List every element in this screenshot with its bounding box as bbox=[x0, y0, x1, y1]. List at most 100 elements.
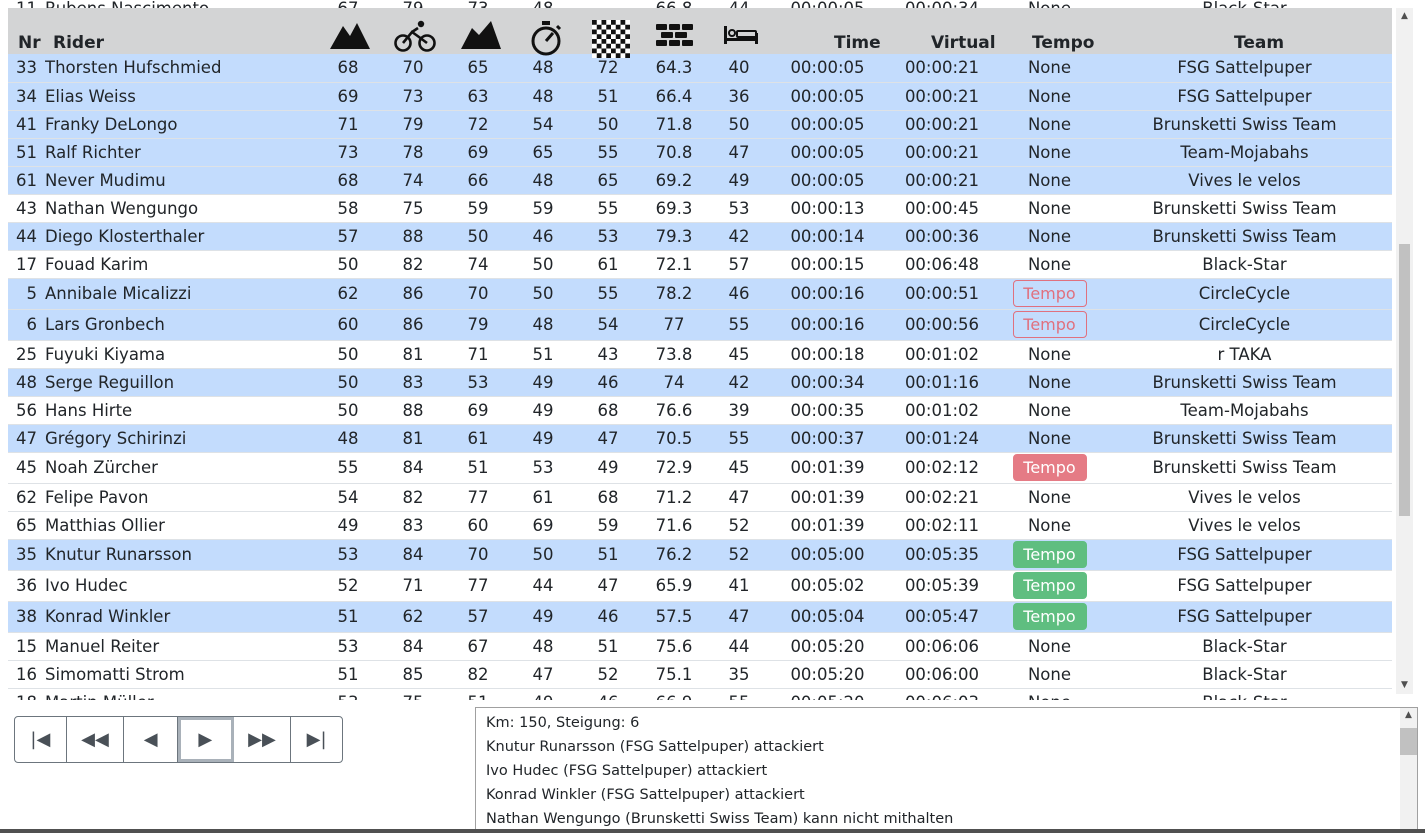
stat-cobble: 68 bbox=[573, 396, 643, 425]
time-cell: 00:05:00 bbox=[773, 539, 882, 571]
previous-button[interactable]: ◀ bbox=[124, 717, 178, 762]
virtual-cell: 00:00:21 bbox=[882, 166, 1002, 195]
mountain-icon[interactable] bbox=[330, 20, 370, 50]
tempo-cell[interactable]: None bbox=[1002, 54, 1097, 83]
tempo-cell[interactable]: None bbox=[1002, 688, 1097, 700]
table-row[interactable]: 36 Ivo Hudec 52 71 77 44 47 65.9 41 00:05:02 00:05… bbox=[8, 570, 1392, 602]
table-row[interactable]: 62 Felipe Pavon 54 82 77 61 68 71.2 47 00:01:39 00… bbox=[8, 483, 1392, 512]
tempo-cell: Tempo bbox=[1002, 570, 1097, 602]
stat-timetrial: 48 bbox=[513, 166, 573, 195]
header-tempo[interactable]: Tempo bbox=[1032, 33, 1095, 53]
tempo-cell[interactable]: None bbox=[1002, 511, 1097, 540]
log-scrollbar[interactable]: ▲ bbox=[1400, 708, 1417, 832]
fast-forward-button[interactable]: ▶▶ bbox=[234, 717, 292, 762]
stat-form: 75.6 bbox=[643, 632, 705, 661]
stat-form: 75.1 bbox=[643, 660, 705, 689]
table-row[interactable]: 56 Hans Hirte 50 88 69 49 68 76.6 39 00:00:35 00:0… bbox=[8, 396, 1392, 425]
table-row[interactable]: 17 Fouad Karim 50 82 74 50 61 72.1 57 00:00:15 00:… bbox=[8, 250, 1392, 279]
table-row[interactable]: 44 Diego Klosterthaler 57 88 50 46 53 79.3 42 00:… bbox=[8, 222, 1392, 251]
stat-flat: 82 bbox=[383, 250, 443, 279]
table-row[interactable]: 18Martin Müller537551494666.95500:05:200… bbox=[8, 688, 1392, 700]
bicycle-icon[interactable] bbox=[394, 20, 436, 52]
virtual-cell: 00:05:35 bbox=[882, 539, 1002, 571]
stat-mountain: 48 bbox=[313, 424, 383, 453]
table-row[interactable]: 61 Never Mudimu 68 74 66 48 65 69.2 49 00:00:05 00… bbox=[8, 166, 1392, 195]
table-row[interactable]: 25 Fuyuki Kiyama 50 81 71 51 43 73.8 45 00:00:18 0… bbox=[8, 340, 1392, 369]
stat-recovery: 47 bbox=[705, 601, 773, 633]
hill-icon[interactable] bbox=[461, 20, 501, 50]
table-row[interactable]: 43 Nathan Wengungo 58 75 59 59 55 69.3 53 00:00:1… bbox=[8, 194, 1392, 223]
log-line: Konrad Winkler (FSG Sattelpuper) attacki… bbox=[486, 787, 805, 803]
tempo-cell[interactable]: None bbox=[1002, 368, 1097, 397]
table-row[interactable]: 41 Franky DeLongo 71 79 72 54 50 71.8 50 00:00:05… bbox=[8, 110, 1392, 139]
table-row[interactable]: 5 Annibale Micalizzi 62 86 70 50 55 78.2 46 00:00… bbox=[8, 278, 1392, 310]
stat-flat: 81 bbox=[383, 424, 443, 453]
time-cell: 00:00:05 bbox=[773, 138, 882, 167]
header-virtual[interactable]: Virtual bbox=[931, 33, 996, 53]
table-row[interactable]: 33 Thorsten Hufschmied 68 70 65 48 72 64.3 40 00:… bbox=[8, 54, 1392, 83]
tempo-cell[interactable]: None bbox=[1002, 138, 1097, 167]
last-page-button[interactable]: ▶| bbox=[291, 717, 342, 762]
tempo-cell[interactable]: None bbox=[1002, 194, 1097, 223]
table-row[interactable]: 51 Ralf Richter 73 78 69 65 55 70.8 47 00:00:05 00… bbox=[8, 138, 1392, 167]
tempo-cell[interactable]: None bbox=[1002, 222, 1097, 251]
tempo-cell[interactable]: None bbox=[1002, 424, 1097, 453]
scrollbar-thumb[interactable] bbox=[1399, 244, 1410, 516]
scroll-up-arrow-icon[interactable]: ▲ bbox=[1401, 11, 1408, 21]
tempo-cell[interactable]: None bbox=[1002, 82, 1097, 111]
rider-name: Franky DeLongo bbox=[45, 110, 313, 139]
stopwatch-icon[interactable] bbox=[528, 20, 564, 56]
tempo-button[interactable]: Tempo bbox=[1012, 311, 1087, 338]
header-nr[interactable]: Nr bbox=[18, 33, 41, 53]
tempo-button[interactable]: Tempo bbox=[1012, 454, 1087, 481]
log-scrollbar-thumb[interactable] bbox=[1400, 728, 1417, 755]
race-log[interactable]: Km: 150, Steigung: 6 Knutur Runarsson (FS… bbox=[475, 707, 1418, 833]
tempo-button[interactable]: Tempo bbox=[1012, 603, 1087, 630]
table-row[interactable]: 35 Knutur Runarsson 53 84 70 50 51 76.2 52 00:05:… bbox=[8, 539, 1392, 571]
stat-timetrial: 44 bbox=[513, 570, 573, 602]
tempo-cell[interactable]: None bbox=[1002, 166, 1097, 195]
stat-recovery: 52 bbox=[705, 511, 773, 540]
stat-mountain: 53 bbox=[313, 632, 383, 661]
log-scroll-up-icon[interactable]: ▲ bbox=[1405, 710, 1412, 720]
first-page-button[interactable]: |◀ bbox=[15, 717, 67, 762]
table-row[interactable]: 45 Noah Zürcher 55 84 51 53 49 72.9 45 00:01:39 00… bbox=[8, 452, 1392, 484]
table-row[interactable]: 6 Lars Gronbech 60 86 79 48 54 77 55 00:00:16 00:0… bbox=[8, 309, 1392, 341]
tempo-cell: Tempo bbox=[1002, 601, 1097, 633]
checkered-flag-icon[interactable] bbox=[590, 20, 632, 58]
table-row[interactable]: 34 Elias Weiss 69 73 63 48 51 66.4 36 00:00:05 00:… bbox=[8, 82, 1392, 111]
tempo-button[interactable]: Tempo bbox=[1012, 541, 1087, 568]
tempo-cell[interactable]: None bbox=[1002, 632, 1097, 661]
cobblestone-icon[interactable] bbox=[656, 24, 694, 46]
header-team[interactable]: Team bbox=[1234, 33, 1285, 53]
rewind-button[interactable]: ◀◀ bbox=[67, 717, 125, 762]
tempo-cell[interactable]: None bbox=[1002, 396, 1097, 425]
table-row[interactable]: 48 Serge Reguillon 50 83 53 49 46 74 42 00:00:34 0… bbox=[8, 368, 1392, 397]
scroll-down-arrow-icon[interactable]: ▼ bbox=[1401, 680, 1408, 690]
stat-form: 66.9 bbox=[643, 688, 705, 700]
stat-cobble: 55 bbox=[573, 138, 643, 167]
time-cell: 00:01:39 bbox=[773, 452, 882, 484]
table-row[interactable]: 38 Konrad Winkler 51 62 57 49 46 57.5 47 00:05:04… bbox=[8, 601, 1392, 633]
table-row[interactable]: 47 Grégory Schirinzi 48 81 61 49 47 70.5 55 00:00… bbox=[8, 424, 1392, 453]
stat-mountain: 54 bbox=[313, 483, 383, 512]
tempo-button[interactable]: Tempo bbox=[1012, 280, 1087, 307]
stat-hill: 59 bbox=[443, 194, 513, 223]
bed-icon[interactable] bbox=[723, 25, 759, 45]
tempo-cell[interactable]: None bbox=[1002, 110, 1097, 139]
tempo-cell[interactable]: None bbox=[1002, 340, 1097, 369]
table-row[interactable]: 16 Simomatti Strom 51 85 82 47 52 75.1 35 00:05:2… bbox=[8, 660, 1392, 689]
table-scrollbar[interactable]: ▲ ▼ bbox=[1396, 8, 1413, 694]
stat-flat: 81 bbox=[383, 340, 443, 369]
table-row[interactable]: 65 Matthias Ollier 49 83 60 69 59 71.6 52 00:01:3… bbox=[8, 511, 1392, 540]
play-button[interactable]: ▶ bbox=[178, 717, 234, 762]
tempo-button[interactable]: Tempo bbox=[1012, 572, 1087, 599]
header-rider[interactable]: Rider bbox=[53, 33, 104, 53]
rider-name: Elias Weiss bbox=[45, 82, 313, 111]
table-row[interactable]: 15 Manuel Reiter 53 84 67 48 51 75.6 44 00:05:20 0… bbox=[8, 632, 1392, 661]
stat-mountain: 50 bbox=[313, 396, 383, 425]
tempo-cell[interactable]: None bbox=[1002, 660, 1097, 689]
tempo-cell[interactable]: None bbox=[1002, 250, 1097, 279]
tempo-cell[interactable]: None bbox=[1002, 483, 1097, 512]
header-time[interactable]: Time bbox=[834, 33, 881, 53]
